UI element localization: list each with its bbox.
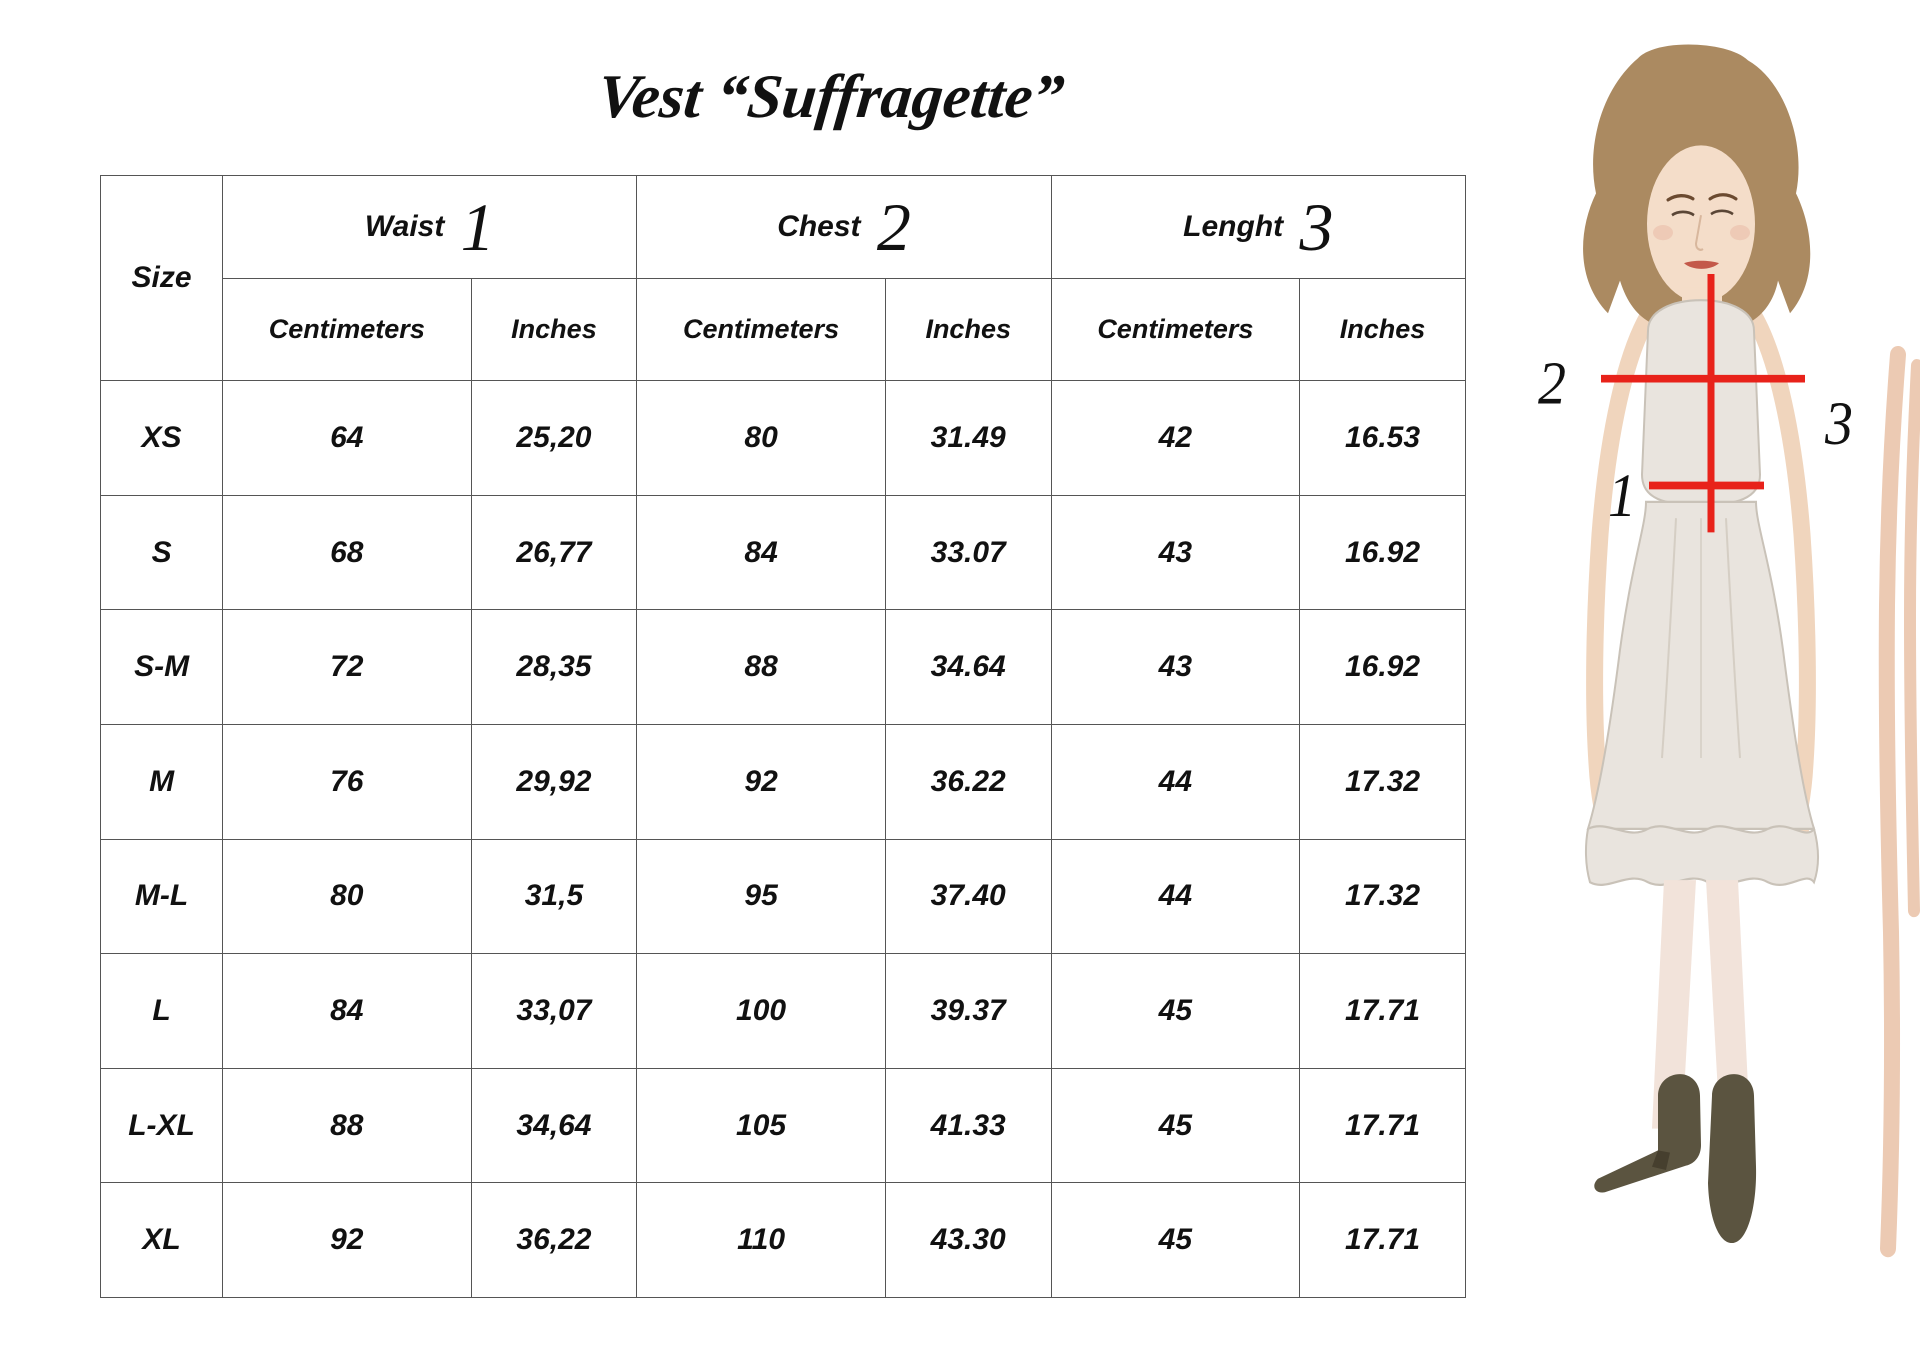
- svg-text:3: 3: [1824, 390, 1853, 458]
- svg-text:1: 1: [1608, 462, 1636, 530]
- svg-text:2: 2: [1538, 350, 1566, 418]
